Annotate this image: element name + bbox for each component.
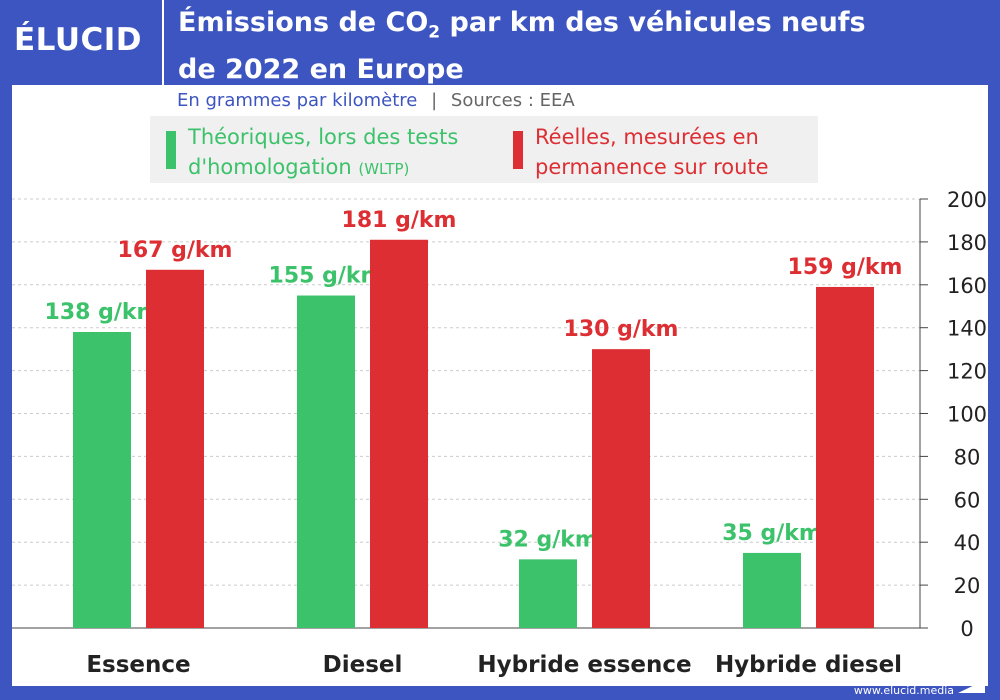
title-part: par km des véhicules neufs [440, 7, 866, 38]
legend-label-suffix: (WLTP) [358, 160, 410, 178]
title-part: Émissions de CO [178, 7, 429, 38]
legend-label: Réelles, mesurées en [535, 125, 759, 149]
y-tick-label: 100 [947, 403, 987, 427]
y-tick-label: 40 [954, 531, 981, 555]
y-tick-label: 80 [954, 445, 981, 469]
y-tick-label: 140 [947, 317, 987, 341]
y-tick-label: 20 [954, 574, 981, 598]
data-label: 138 g/km [45, 300, 160, 325]
x-category-label: Hybride essence [477, 652, 691, 678]
bar-theoretical [743, 552, 801, 628]
data-label: 159 g/km [788, 255, 903, 280]
bar-real [146, 269, 204, 628]
unit-text: En grammes par kilomètre [177, 90, 418, 111]
legend-label: permanence sur route [535, 155, 769, 179]
data-label: 155 g/km [269, 264, 384, 289]
y-tick-label: 60 [954, 488, 981, 512]
title-subscript: 2 [428, 22, 441, 43]
bar-theoretical [73, 331, 131, 628]
title-line2: de 2022 en Europe [178, 54, 464, 86]
data-label: 181 g/km [342, 208, 457, 233]
legend-label: d'homologation [188, 155, 352, 179]
bar-real [592, 349, 650, 628]
bar-real [816, 286, 874, 628]
data-label: 35 g/km [722, 521, 822, 546]
subtitle: En grammes par kilomètre | Sources : EEA [177, 90, 575, 111]
y-tick-label: 200 [947, 188, 987, 212]
legend-swatch-red [513, 131, 523, 169]
data-label: 167 g/km [118, 238, 233, 263]
legend-real: Réelles, mesurées en permanence sur rout… [513, 122, 769, 182]
chart-title: Émissions de CO2 par km des véhicules ne… [178, 4, 866, 89]
legend-label: Théoriques, lors des tests [188, 125, 459, 149]
legend-swatch-green [166, 131, 176, 169]
y-tick-label: 120 [947, 360, 987, 384]
footer-url: www.elucid.media [853, 684, 954, 697]
x-category-label: Essence [86, 652, 190, 678]
x-category-label: Diesel [323, 652, 403, 678]
y-tick-label: 160 [947, 274, 987, 298]
legend: Théoriques, lors des tests d'homologatio… [150, 116, 818, 183]
y-tick-label: 0 [960, 617, 973, 641]
elucid-logo: ÉLUCID [14, 22, 143, 58]
bar-real [370, 239, 428, 628]
data-label: 130 g/km [564, 317, 679, 342]
legend-theoretical: Théoriques, lors des tests d'homologatio… [166, 122, 459, 184]
x-category-label: Hybride diesel [715, 652, 902, 678]
bar-theoretical [519, 559, 577, 628]
source-text: Sources : EEA [450, 90, 575, 111]
data-label: 32 g/km [498, 527, 598, 552]
separator: | [431, 90, 438, 111]
bar-theoretical [297, 295, 355, 628]
divider [162, 0, 164, 85]
y-tick-label: 180 [947, 231, 987, 255]
